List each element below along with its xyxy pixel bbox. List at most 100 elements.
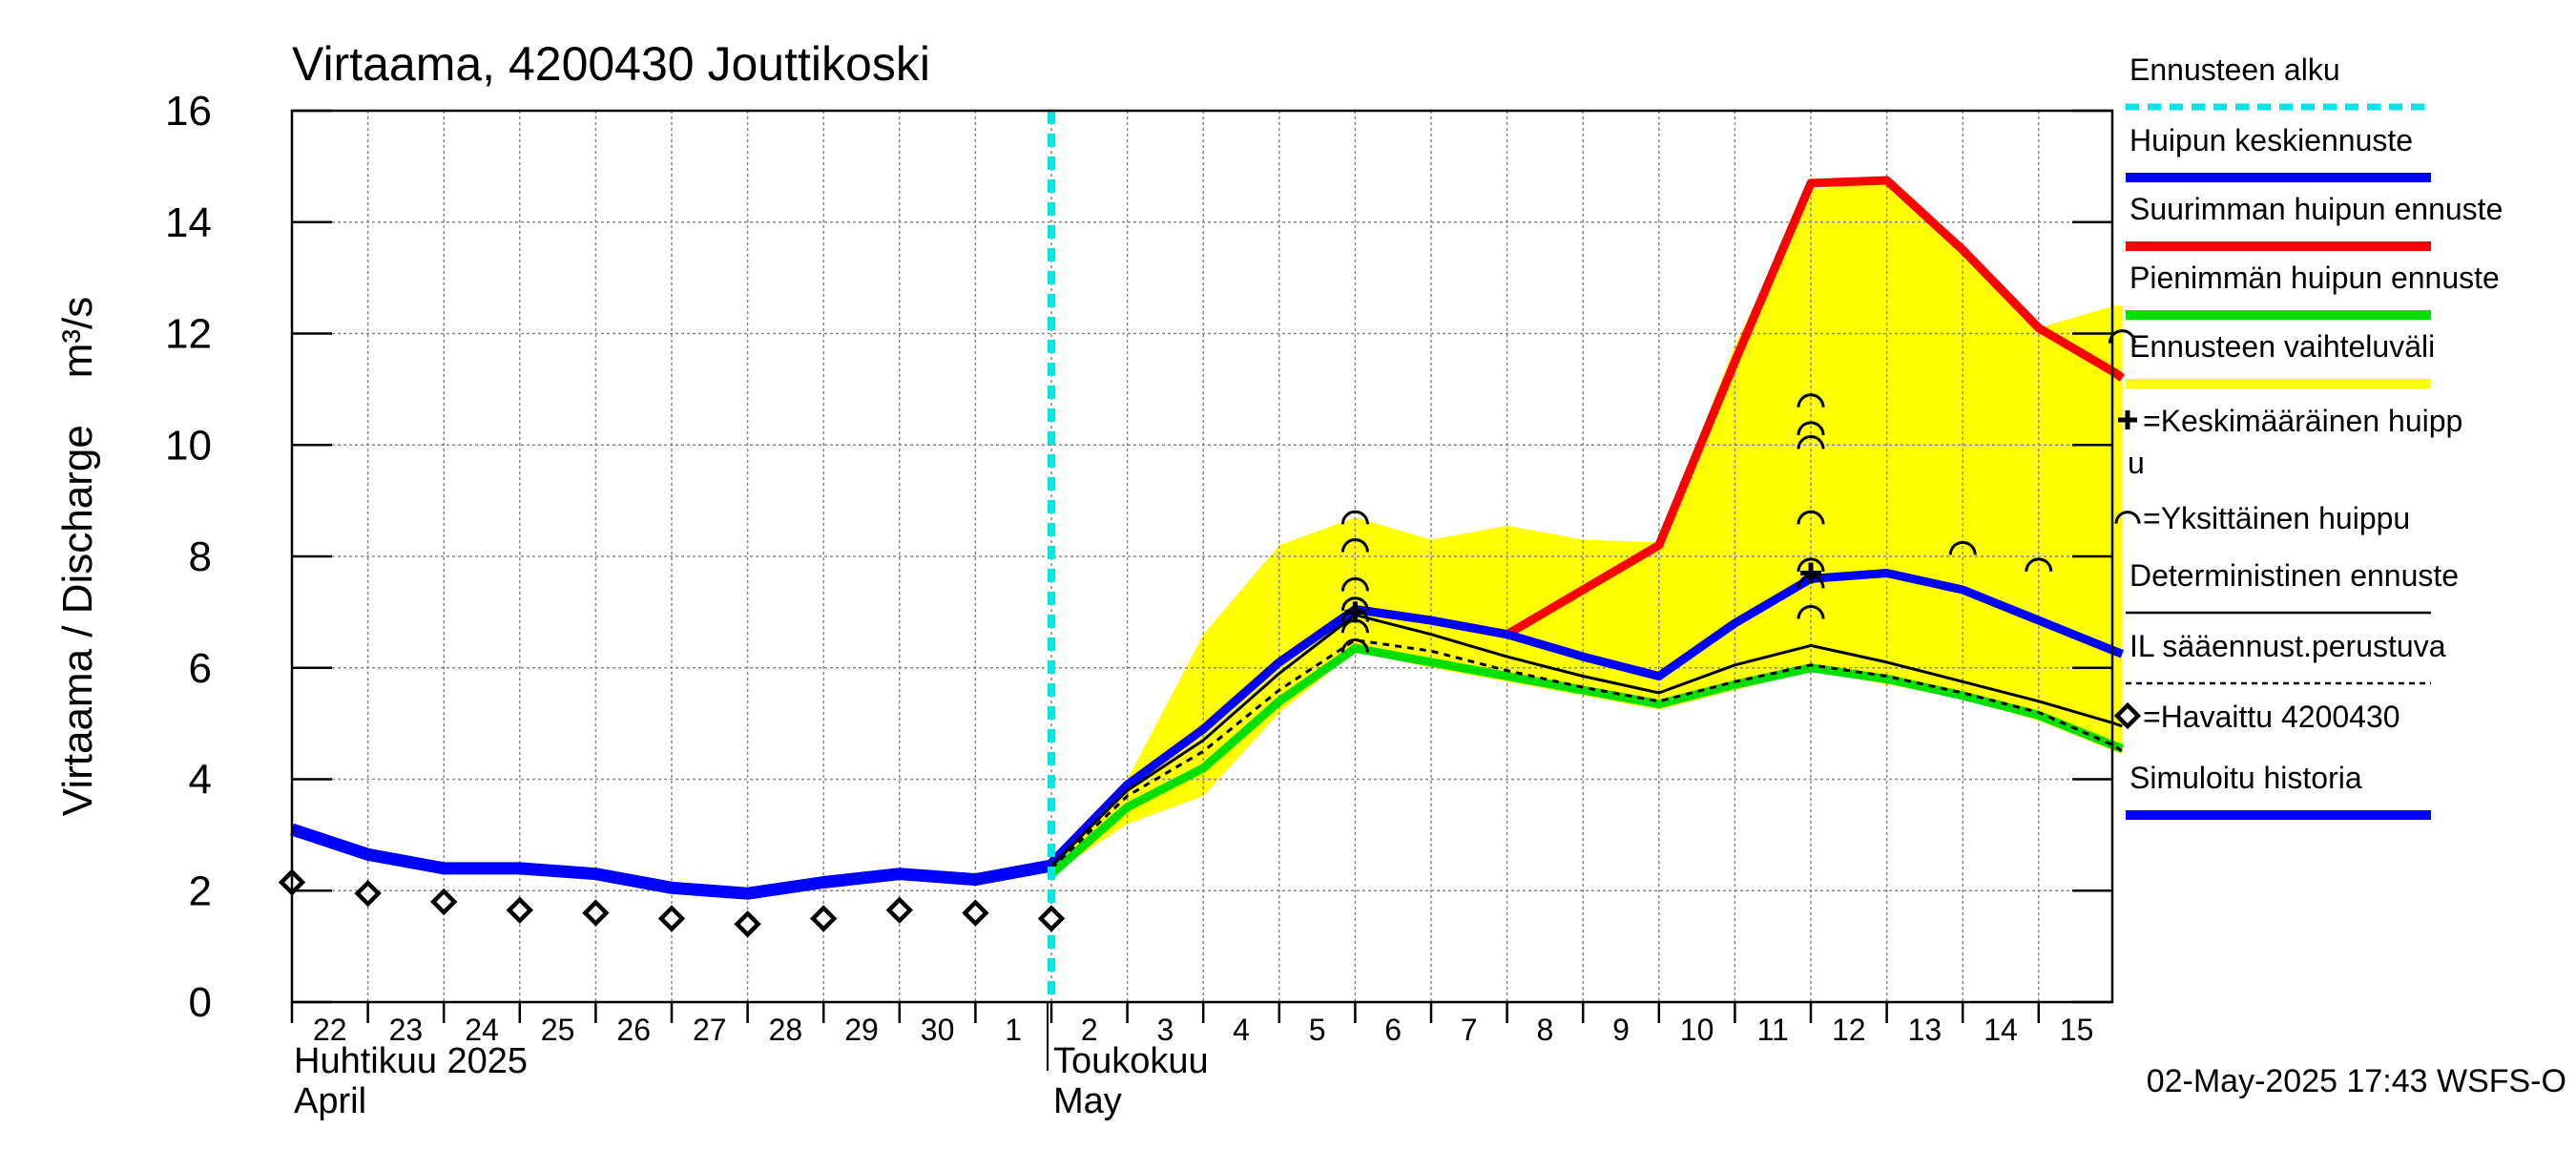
individual-peak-marker [1797, 605, 1825, 619]
observed-point [885, 896, 913, 924]
individual-peak-marker [1797, 510, 1825, 525]
legend-arc-icon [2114, 511, 2141, 524]
observed-point [354, 879, 382, 908]
x-day-label: 30 [921, 1013, 955, 1047]
individual-peak-marker [1797, 434, 1825, 450]
x-day-label: 24 [465, 1013, 499, 1047]
y-tick-label: 14 [165, 199, 212, 246]
series-deterministinen-ennuste [1049, 613, 2123, 868]
legend-label-cont: u [2128, 446, 2145, 480]
series-huipun-keskiennuste [1048, 569, 2124, 867]
individual-peak-marker [2108, 329, 2136, 344]
legend-label: IL sääennust.perustuva [2129, 629, 2446, 663]
timestamp: 02-May-2025 17:43 WSFS-O [2147, 1063, 2566, 1099]
x-day-label: 5 [1309, 1013, 1326, 1047]
individual-peak-marker [1797, 393, 1825, 408]
legend-label: Huipun keskiennuste [2129, 123, 2413, 157]
x-day-label: 2 [1081, 1013, 1098, 1047]
individual-peak-marker [1340, 576, 1369, 592]
observed-point [657, 905, 686, 932]
month-label-fi: Toukokuu [1053, 1041, 1209, 1081]
x-day-label: 29 [844, 1013, 879, 1047]
x-day-label: 1 [1005, 1013, 1022, 1047]
legend-item-ennusteen-alku: Ennusteen alku [2126, 52, 2431, 111]
month-label-en: April [294, 1081, 366, 1121]
y-tick-label: 4 [189, 757, 212, 804]
y-tick-label: 16 [165, 88, 212, 135]
x-day-label: 7 [1461, 1013, 1478, 1047]
legend-label: Simuloitu historia [2129, 761, 2362, 795]
series-il-s-ennust-perustuva [1049, 638, 2124, 869]
individual-peak-marker [1340, 596, 1369, 611]
observed-point [734, 910, 761, 938]
y-tick-label: 6 [189, 645, 212, 692]
legend-diamond-icon [2113, 701, 2142, 730]
individual-peak-marker [1340, 638, 1369, 653]
x-day-label: 4 [1233, 1013, 1250, 1047]
individual-peak-marker [2025, 557, 2053, 573]
individual-peak-marker [1340, 537, 1369, 553]
legend-item-deterministinen-ennuste: Deterministinen ennuste [2126, 558, 2459, 615]
x-day-label: 10 [1680, 1013, 1714, 1047]
individual-peak-marker [1340, 510, 1369, 525]
series-simuloitu-historia [289, 823, 1053, 900]
observed-point [810, 905, 838, 932]
legend-item-yksitt-inen-huippu: =Yksittäinen huippu [2114, 501, 2410, 535]
observed-point [962, 899, 989, 927]
individual-peak-marker [1797, 421, 1825, 436]
legend-label: Suurimman huipun ennuste [2129, 192, 2503, 226]
mean-peak-marker [1344, 601, 1366, 623]
legend-item-il-s-ennust-perustuva: IL sääennust.perustuva [2126, 629, 2446, 685]
x-day-label: 12 [1832, 1013, 1866, 1047]
y-axis-label: Virtaama / Discharge m³/s [54, 297, 101, 816]
legend-label: =Havaittu 4200430 [2143, 700, 2400, 734]
observed-point [506, 896, 533, 924]
x-day-label: 3 [1157, 1013, 1174, 1047]
individual-peak-marker [1948, 540, 1977, 555]
series-pienimm-n-huipun-ennuste [1049, 643, 2124, 878]
legend-item-ennusteen-vaihteluv-li: Ennusteen vaihteluväli [2126, 329, 2435, 388]
y-tick-label: 8 [189, 533, 212, 580]
x-day-label: 13 [1908, 1013, 1942, 1047]
x-day-label: 15 [2060, 1013, 2094, 1047]
forecast-range-band [1051, 182, 2123, 874]
legend-plus-icon [2118, 410, 2137, 429]
legend-item-suurimman-huipun-ennuste: Suurimman huipun ennuste [2126, 192, 2503, 251]
legend-label: Deterministinen ennuste [2129, 558, 2459, 593]
legend-label: Ennusteen alku [2129, 52, 2340, 87]
observed-point [430, 888, 458, 916]
legend-item-huipun-keskiennuste: Huipun keskiennuste [2126, 123, 2431, 182]
chart-title: Virtaama, 4200430 Jouttikoski [292, 37, 930, 91]
x-day-label: 22 [313, 1013, 347, 1047]
legend-item-havaittu-4200430: =Havaittu 4200430 [2113, 700, 2400, 734]
y-tick-label: 0 [189, 979, 212, 1026]
x-day-label: 28 [769, 1013, 803, 1047]
legend-item-pienimm-n-huipun-ennuste: Pienimmän huipun ennuste [2126, 261, 2500, 320]
x-day-label: 27 [693, 1013, 727, 1047]
legend-item-keskim-r-inen-huipp: =Keskimääräinen huipp u [2118, 404, 2462, 480]
legend-item-simuloitu-historia: Simuloitu historia [2126, 761, 2431, 820]
month-label-fi: Huhtikuu 2025 [294, 1041, 528, 1081]
mean-peak-marker [1800, 562, 1821, 584]
legend-label: Ennusteen vaihteluväli [2129, 329, 2435, 364]
legend-label: Pienimmän huipun ennuste [2129, 261, 2500, 295]
x-day-label: 9 [1612, 1013, 1630, 1047]
legend-label: =Keskimääräinen huipp [2143, 404, 2462, 438]
y-tick-label: 2 [189, 868, 212, 914]
x-day-label: 6 [1384, 1013, 1402, 1047]
y-tick-label: 10 [165, 422, 212, 469]
legend-label: =Yksittäinen huippu [2143, 501, 2410, 535]
observed-point [582, 899, 610, 927]
x-day-label: 14 [1984, 1013, 2018, 1047]
y-tick-label: 12 [165, 311, 212, 358]
individual-peak-marker [1797, 557, 1825, 573]
x-day-label: 25 [541, 1013, 575, 1047]
month-label-en: May [1053, 1081, 1122, 1121]
x-day-label: 11 [1757, 1013, 1789, 1047]
x-day-label: 26 [616, 1013, 651, 1047]
x-day-label: 23 [389, 1013, 424, 1047]
observed-point [1037, 905, 1066, 932]
x-day-label: 8 [1537, 1013, 1554, 1047]
